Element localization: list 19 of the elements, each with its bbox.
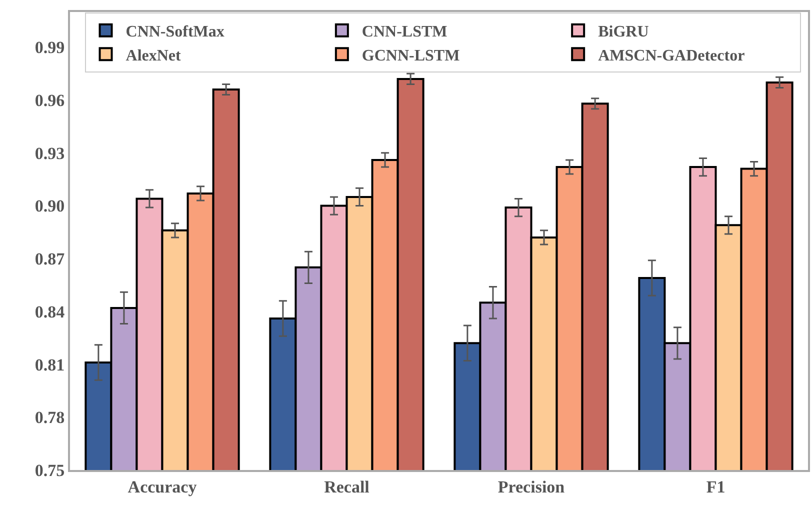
x-tick-label: Precision (498, 477, 566, 496)
y-tick-label: 0.81 (34, 355, 65, 374)
y-tick-label: 0.87 (34, 250, 66, 269)
y-tick-label: 0.96 (34, 91, 65, 110)
legend-label: GCNN-LSTM (362, 47, 460, 64)
legend-label: CNN-SoftMax (126, 24, 224, 41)
y-tick-label: 0.84 (34, 302, 66, 322)
y-tick-label: 0.93 (34, 144, 65, 163)
legend-label: AMSCN-GADetector (598, 47, 745, 64)
x-tick-label: Recall (324, 477, 370, 496)
legend-label: CNN-LSTM (362, 24, 448, 41)
x-tick-label: Accuracy (128, 477, 198, 496)
legend-label: AlexNet (126, 47, 182, 64)
y-tick-label: 0.78 (34, 408, 65, 428)
legend-label: BiGRU (598, 24, 650, 41)
y-tick-label: 0.75 (34, 460, 65, 480)
y-tick-label: 0.90 (34, 196, 65, 216)
x-tick-label: F1 (706, 477, 726, 496)
y-tick-label: 0.99 (34, 38, 65, 58)
